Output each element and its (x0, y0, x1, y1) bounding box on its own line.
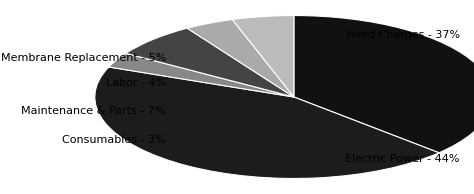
Text: Labor - 4%: Labor - 4% (106, 78, 166, 88)
Wedge shape (109, 53, 294, 97)
Text: Electric Power - 44%: Electric Power - 44% (345, 154, 460, 164)
Wedge shape (187, 20, 294, 97)
Wedge shape (232, 16, 294, 97)
Text: Membrane Replacement - 5%: Membrane Replacement - 5% (0, 53, 166, 63)
Wedge shape (126, 28, 294, 97)
Text: Consumables - 3%: Consumables - 3% (62, 135, 166, 145)
Wedge shape (294, 16, 474, 153)
Wedge shape (95, 67, 439, 178)
Text: Fixed Charges - 37%: Fixed Charges - 37% (346, 30, 460, 40)
Text: Maintenance & Parts - 7%: Maintenance & Parts - 7% (21, 106, 166, 116)
